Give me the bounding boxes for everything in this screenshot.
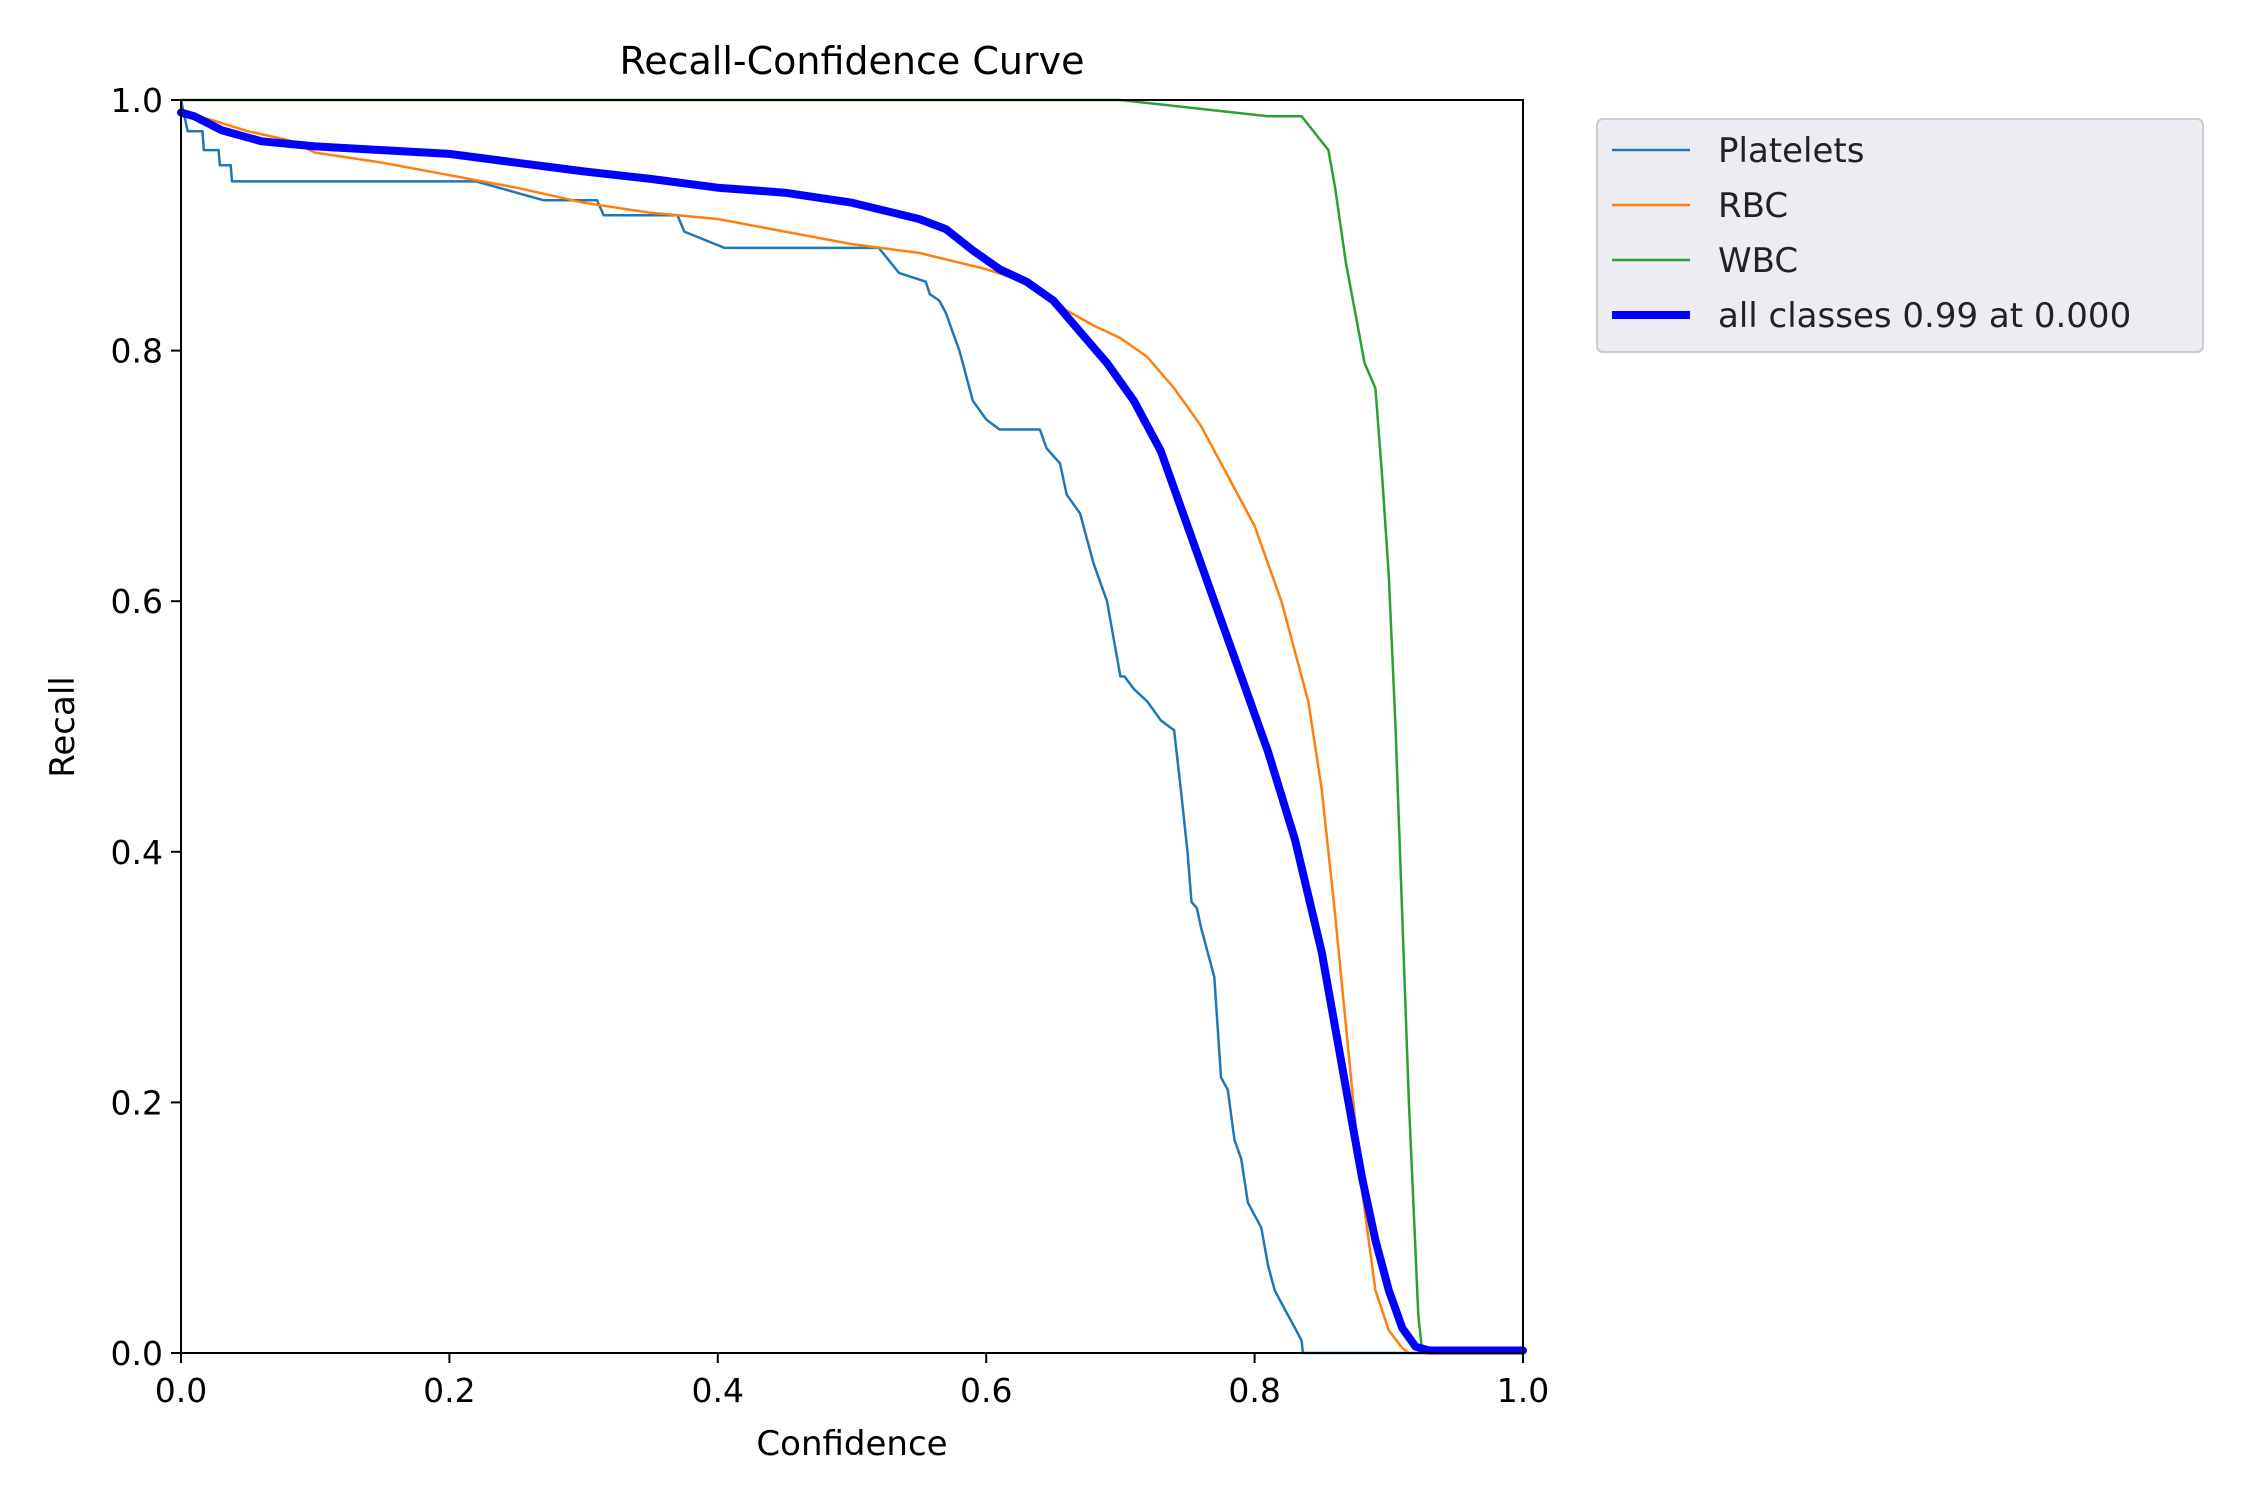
x-axis-ticks: 0.0 0.2 0.4 0.6 0.8 1.0 [155,1353,1549,1410]
y-tick-label-0: 0.0 [111,1334,163,1373]
y-tick-label-4: 0.8 [111,332,163,371]
x-axis-label: Confidence [756,1424,947,1464]
y-axis-label: Recall [43,676,83,777]
legend: Platelets RBC WBC all classes 0.99 at 0.000 [1596,118,2204,353]
legend-box [1596,118,2204,353]
x-tick-label-1: 0.2 [423,1371,475,1410]
y-tick-label-2: 0.4 [111,833,163,872]
series-layer [177,98,1527,1355]
legend-label-0: Platelets [1718,131,1864,171]
series-line-1 [179,111,1525,1355]
series-line-0 [179,98,1525,1355]
legend-label-2: WBC [1718,241,1798,281]
y-tick-label-1: 0.2 [111,1083,163,1122]
series-line-2 [179,98,1525,1355]
x-tick-label-0: 0.0 [155,1371,207,1410]
x-tick-label-5: 1.0 [1497,1371,1549,1410]
plot-frame [180,99,1524,1354]
x-tick-label-3: 0.6 [960,1371,1012,1410]
x-tick-label-2: 0.4 [692,1371,744,1410]
y-axis-ticks: 0.0 0.2 0.4 0.6 0.8 1.0 [111,81,181,1373]
x-tick-label-4: 0.8 [1228,1371,1280,1410]
y-tick-label-5: 1.0 [111,81,163,120]
legend-label-3: all classes 0.99 at 0.000 [1718,296,2131,336]
y-tick-label-3: 0.6 [111,582,163,621]
series-line-3 [177,108,1527,1355]
legend-label-1: RBC [1718,186,1788,226]
chart-title: Recall-Confidence Curve [620,39,1085,83]
